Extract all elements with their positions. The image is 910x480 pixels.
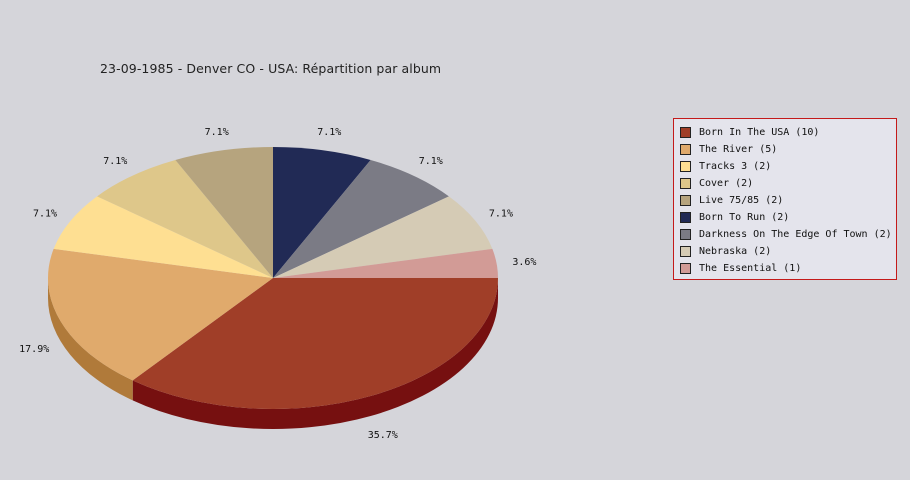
- pie-slice-cover: [97, 159, 273, 278]
- legend-item-live-75-85: Live 75/85 (2): [680, 192, 896, 209]
- legend-item-the-river: The River (5): [680, 141, 896, 158]
- pie-label-the-river: 17.9%: [19, 344, 49, 355]
- pie-label-born-to-run: 7.1%: [317, 127, 341, 138]
- legend-item-the-essential: The Essential (1): [680, 260, 896, 277]
- legend-swatch: [680, 263, 691, 274]
- chart-title: 23-09-1985 - Denver CO - USA: Répartitio…: [100, 61, 442, 76]
- legend-label: Cover (2): [699, 178, 754, 189]
- legend-label: The Essential (1): [699, 263, 802, 274]
- pie-slice-live-75-85: [175, 147, 273, 278]
- pie-label-cover: 7.1%: [103, 156, 127, 167]
- legend-swatch: [680, 161, 691, 172]
- legend-item-cover: Cover (2): [680, 175, 896, 192]
- legend-item-nebraska: Nebraska (2): [680, 243, 896, 260]
- pie-slice-the-essential: [273, 248, 498, 278]
- legend-item-tracks-3: Tracks 3 (2): [680, 158, 896, 175]
- legend-label: Tracks 3 (2): [699, 161, 772, 172]
- legend-swatch: [680, 246, 691, 257]
- legend-swatch: [680, 144, 691, 155]
- legend-label: The River (5): [699, 144, 778, 155]
- legend-swatch: [680, 127, 691, 138]
- legend-label: Darkness On The Edge Of Town (2): [699, 229, 892, 240]
- pie-slice-darkness-on-the-edge-of-town: [273, 159, 449, 278]
- pie-label-nebraska: 7.1%: [489, 208, 513, 219]
- pie-slice-tracks-3: [53, 196, 273, 278]
- pie-side-the-river: [47, 278, 133, 401]
- pie-side-born-in-the-usa: [132, 278, 499, 430]
- pie-slice-born-to-run: [273, 147, 371, 278]
- pie-label-darkness-on-the-edge-of-town: 7.1%: [419, 156, 443, 167]
- legend-swatch: [680, 178, 691, 189]
- legend-swatch: [680, 229, 691, 240]
- pie-label-the-essential: 3.6%: [512, 257, 536, 268]
- legend-swatch: [680, 212, 691, 223]
- pie-slice-born-in-the-usa: [132, 278, 499, 410]
- legend-item-born-in-the-usa: Born In The USA (10): [680, 124, 896, 141]
- legend-label: Born To Run (2): [699, 212, 790, 223]
- legend-label: Nebraska (2): [699, 246, 772, 257]
- legend-item-darkness-on-the-edge-of-town: Darkness On The Edge Of Town (2): [680, 226, 896, 243]
- pie-slice-nebraska: [273, 196, 493, 278]
- legend: Born In The USA (10) The River (5) Tracks …: [673, 118, 897, 280]
- pie-label-live-75-85: 7.1%: [205, 127, 229, 138]
- legend-label: Live 75/85 (2): [699, 195, 784, 206]
- pie-slice-the-river: [47, 248, 273, 381]
- legend-label: Born In The USA (10): [699, 127, 820, 138]
- legend-item-born-to-run: Born To Run (2): [680, 209, 896, 226]
- pie-label-tracks-3: 7.1%: [33, 208, 57, 219]
- pie-label-born-in-the-usa: 35.7%: [368, 430, 398, 441]
- legend-swatch: [680, 195, 691, 206]
